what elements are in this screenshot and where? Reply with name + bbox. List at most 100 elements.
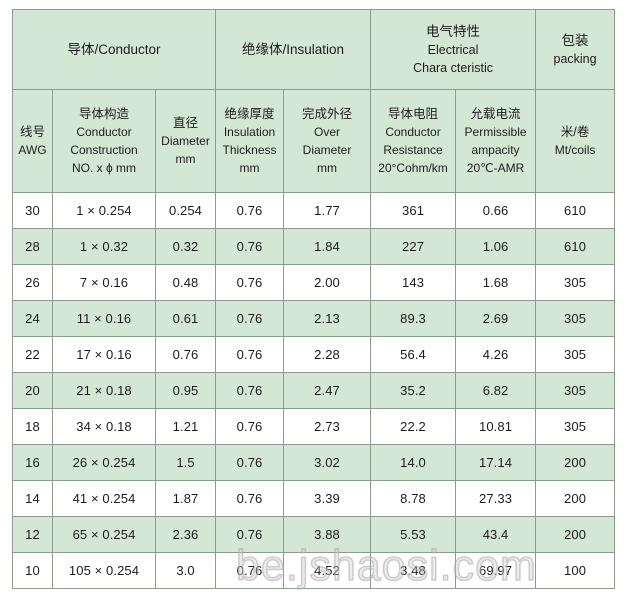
table-row: 28 1 × 0.32 0.32 0.76 1.84 227 1.06 610 [12, 228, 616, 265]
cell-insulation-thickness: 0.76 [215, 408, 285, 445]
cell-insulation-thickness: 0.76 [215, 480, 285, 517]
header-group-insulation-label: 绝缘体/Insulation [242, 41, 345, 57]
cell-packing: 305 [535, 264, 616, 301]
column-header-diameter-en1: Diameter [161, 134, 210, 149]
cell-awg: 28 [12, 228, 53, 265]
cell-insulation-thickness: 0.76 [215, 336, 285, 373]
cell-packing: 610 [535, 192, 616, 229]
header-group-insulation: 绝缘体/Insulation [215, 9, 372, 90]
cell-construction: 65 × 0.254 [52, 516, 156, 553]
column-header-construction-en3: NO. x ϕ mm [71, 161, 137, 176]
cell-construction: 1 × 0.32 [52, 228, 156, 265]
column-header-over-diameter-en1: Over [314, 125, 341, 140]
table-row: 26 7 × 0.16 0.48 0.76 2.00 143 1.68 305 [12, 264, 616, 301]
table-row: 10 105 × 0.254 3.0 0.76 4.52 3.48 69.97 100 [12, 552, 616, 589]
table-row: 22 17 × 0.16 0.76 0.76 2.28 56.4 4.26 305 [12, 336, 616, 373]
cell-permissible-ampacity: 0.66 [455, 192, 537, 229]
table-row: 18 34 × 0.18 1.21 0.76 2.73 22.2 10.81 305 [12, 408, 616, 445]
column-header-insulation-thickness-en3: mm [239, 161, 260, 176]
column-header-construction-en1: Conductor [76, 125, 132, 140]
column-header-awg: 线号 AWG [12, 89, 53, 193]
header-group-electrical-en1: Electrical [427, 43, 479, 58]
column-header-insulation-thickness-cn: 绝缘厚度 [224, 106, 275, 121]
cell-insulation-thickness: 0.76 [215, 264, 285, 301]
table-row: 12 65 × 0.254 2.36 0.76 3.88 5.53 43.4 200 [12, 516, 616, 553]
cell-permissible-ampacity: 69.97 [455, 552, 537, 589]
cell-construction: 11 × 0.16 [52, 300, 156, 337]
cell-permissible-ampacity: 6.82 [455, 372, 537, 409]
cell-construction: 105 × 0.254 [52, 552, 156, 589]
column-header-construction: 导体构造 Conductor Construction NO. x ϕ mm [52, 89, 156, 193]
cell-awg: 30 [12, 192, 53, 229]
cell-permissible-ampacity: 2.69 [455, 300, 537, 337]
cell-conductor-resistance: 143 [370, 264, 457, 301]
cell-diameter: 0.48 [154, 264, 217, 301]
column-header-insulation-thickness: 绝缘厚度 Insulation Thickness mm [215, 89, 285, 193]
table-row: 24 11 × 0.16 0.61 0.76 2.13 89.3 2.69 305 [12, 300, 616, 337]
column-header-over-diameter: 完成外径 Over Diameter mm [283, 89, 372, 193]
header-group-packing-cn: 包装 [561, 32, 589, 48]
table-row: 30 1 × 0.254 0.254 0.76 1.77 361 0.66 610 [12, 192, 616, 229]
cell-conductor-resistance: 227 [370, 228, 457, 265]
column-header-over-diameter-cn: 完成外径 [302, 106, 353, 121]
cell-construction: 26 × 0.254 [52, 444, 156, 481]
cell-awg: 18 [12, 408, 53, 445]
table-row: 14 41 × 0.254 1.87 0.76 3.39 8.78 27.33 200 [12, 480, 616, 517]
cell-conductor-resistance: 361 [370, 192, 457, 229]
cell-permissible-ampacity: 27.33 [455, 480, 537, 517]
cell-over-diameter: 3.88 [283, 516, 372, 553]
column-header-over-diameter-en3: mm [317, 161, 338, 176]
header-group-electrical: 电气特性 Electrical Chara cteristic [370, 9, 537, 90]
cell-insulation-thickness: 0.76 [215, 552, 285, 589]
cell-construction: 7 × 0.16 [52, 264, 156, 301]
cell-awg: 16 [12, 444, 53, 481]
cell-insulation-thickness: 0.76 [215, 444, 285, 481]
cell-diameter: 1.87 [154, 480, 217, 517]
cell-permissible-ampacity: 1.06 [455, 228, 537, 265]
cell-insulation-thickness: 0.76 [215, 516, 285, 553]
column-header-permissible-ampacity-en1: Permissible [464, 125, 527, 140]
column-header-packing-length-cn: 米/卷 [560, 124, 590, 139]
column-header-permissible-ampacity-en3: 20℃-AMR [466, 161, 525, 176]
table-body: 30 1 × 0.254 0.254 0.76 1.77 361 0.66 610 28 1 × … [12, 192, 616, 589]
cell-packing: 305 [535, 300, 616, 337]
cell-conductor-resistance: 14.0 [370, 444, 457, 481]
column-header-awg-cn: 线号 [19, 124, 45, 139]
column-header-packing-length-en1: Mt/coils [554, 143, 596, 158]
cell-permissible-ampacity: 17.14 [455, 444, 537, 481]
cell-diameter: 3.0 [154, 552, 217, 589]
cell-packing: 100 [535, 552, 616, 589]
cell-awg: 24 [12, 300, 53, 337]
cell-over-diameter: 3.39 [283, 480, 372, 517]
cell-diameter: 0.76 [154, 336, 217, 373]
cell-diameter: 0.61 [154, 300, 217, 337]
cell-diameter: 0.254 [154, 192, 217, 229]
header-group-electrical-cn: 电气特性 [426, 23, 481, 39]
cell-construction: 21 × 0.18 [52, 372, 156, 409]
cell-diameter: 1.5 [154, 444, 217, 481]
table-head: 导体/Conductor 绝缘体/Insulation 电气特性 Electri… [11, 9, 616, 193]
cell-awg: 10 [12, 552, 53, 589]
cell-awg: 22 [12, 336, 53, 373]
cell-conductor-resistance: 3.48 [370, 552, 457, 589]
header-group-conductor: 导体/Conductor [11, 9, 217, 90]
cell-construction: 17 × 0.16 [52, 336, 156, 373]
cell-diameter: 1.21 [154, 408, 217, 445]
cell-packing: 305 [535, 408, 616, 445]
cell-over-diameter: 2.28 [283, 336, 372, 373]
column-header-diameter-cn: 直径 [173, 115, 199, 130]
column-header-conductor-resistance-cn: 导体电阻 [388, 106, 439, 121]
column-header-permissible-ampacity: 允载电流 Permissible ampacity 20℃-AMR [455, 89, 537, 193]
cell-awg: 26 [12, 264, 53, 301]
table-row: 16 26 × 0.254 1.5 0.76 3.02 14.0 17.14 200 [12, 444, 616, 481]
column-header-packing-length: 米/卷 Mt/coils [535, 89, 616, 193]
header-group-conductor-label: 导体/Conductor [67, 41, 161, 57]
cell-over-diameter: 1.84 [283, 228, 372, 265]
cell-awg: 20 [12, 372, 53, 409]
cell-awg: 14 [12, 480, 53, 517]
column-header-permissible-ampacity-en2: ampacity [471, 143, 520, 158]
column-header-conductor-resistance-en3: 20°Cohm/km [378, 161, 448, 176]
column-header-construction-cn: 导体构造 [78, 106, 129, 121]
cell-conductor-resistance: 22.2 [370, 408, 457, 445]
cell-permissible-ampacity: 4.26 [455, 336, 537, 373]
